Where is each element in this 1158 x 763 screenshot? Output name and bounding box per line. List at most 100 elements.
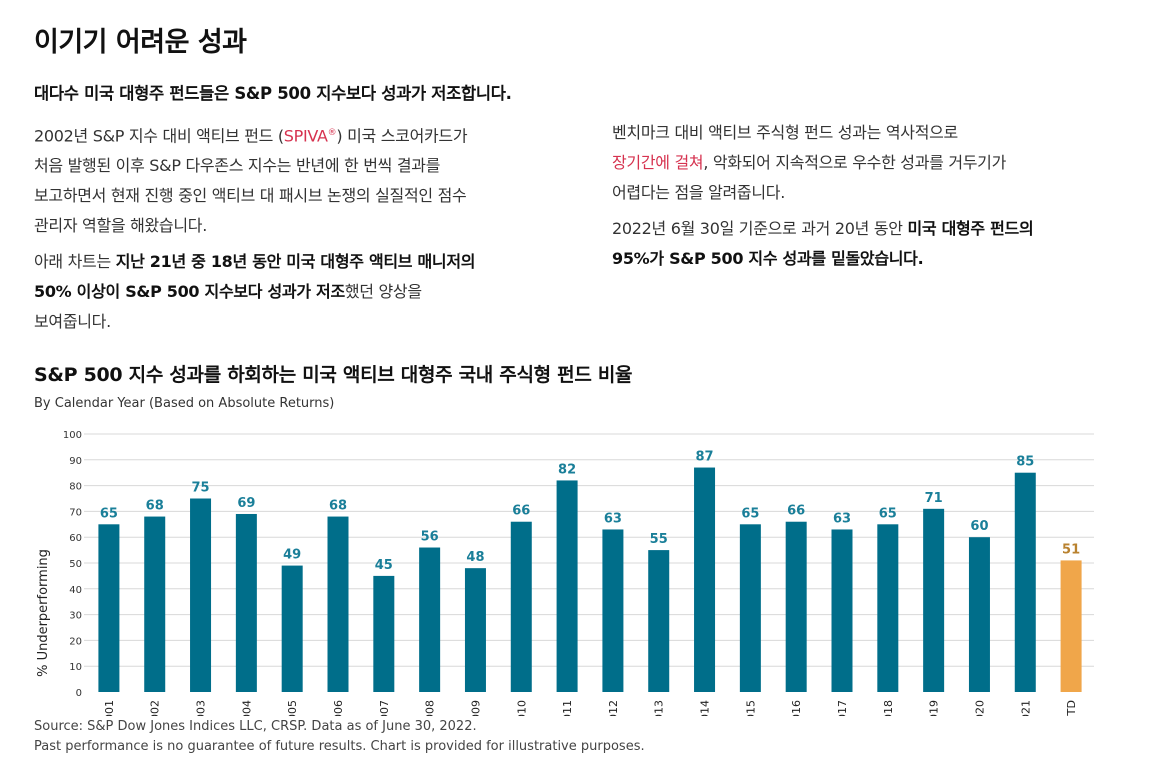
y-tick-label: 100 (63, 430, 82, 441)
data-label: 60 (970, 519, 988, 534)
chart-title: S&P 500 지수 성과를 하회하는 미국 액티브 대형주 국내 주식형 펀드… (34, 364, 633, 386)
y-tick-label: 30 (69, 611, 82, 622)
text: 아래 차트는 (34, 252, 116, 272)
bar (235, 513, 257, 692)
bar (464, 568, 486, 692)
y-tick-label: 0 (76, 688, 82, 699)
data-label: 85 (1016, 455, 1034, 470)
bar (1060, 560, 1082, 692)
data-label: 56 (421, 530, 439, 545)
chart-subtitle: By Calendar Year (Based on Absolute Retu… (34, 396, 335, 411)
y-tick-label: 60 (69, 533, 82, 544)
y-tick-label: 40 (69, 585, 82, 596)
bar (648, 550, 670, 692)
y-tick-label: 80 (69, 482, 82, 493)
data-label: 71 (925, 491, 943, 506)
text: 어렵다는 점을 알려줍니다. (612, 183, 785, 202)
x-tick-label: 2003 (195, 700, 208, 716)
x-tick-label: YTD (1065, 700, 1078, 716)
long-term-link[interactable]: 장기간에 걸쳐 (612, 153, 704, 172)
x-tick-label: 2020 (973, 700, 986, 716)
y-axis-label: % Underperforming (36, 549, 51, 677)
bar (694, 467, 716, 692)
text: ) 미국 스코어카드가 (336, 126, 468, 146)
text: 2002년 S&P 지수 대비 액티브 펀드 ( (34, 126, 284, 146)
bar (281, 565, 303, 692)
right-paragraph-1: 벤치마크 대비 액티브 주식형 펀드 성과는 역사적으로 장기간에 걸쳐, 악화… (612, 118, 1132, 208)
bar (373, 575, 395, 692)
x-tick-label: 2007 (378, 700, 391, 716)
bold-text: 지난 21년 중 18년 동안 미국 대형주 액티브 매니저의 (115, 252, 476, 272)
spiva-link[interactable]: SPIVA (283, 126, 328, 146)
x-tick-label: 2010 (515, 700, 528, 716)
bar (144, 516, 166, 692)
page-title: 이기기 어려운 성과 (34, 27, 247, 58)
data-label: 66 (512, 504, 530, 519)
text: 관리자 역할을 해왔습니다. (34, 216, 207, 236)
x-tick-label: 2016 (790, 700, 803, 716)
data-label: 87 (695, 450, 713, 465)
x-tick-label: 2002 (149, 700, 162, 716)
bar-chart: 0 10 20 30 40 50 60 70 80 90 100 % Underperforming 6… (36, 430, 1094, 716)
bold-text: 50% 이상이 S&P 500 지수보다 성과가 저조 (34, 282, 345, 302)
x-tick-label: 2008 (424, 700, 437, 716)
bar (739, 524, 761, 692)
bar (831, 529, 853, 692)
y-tick-label: 70 (69, 507, 82, 518)
x-tick-label: 2017 (836, 700, 849, 716)
bar (1014, 472, 1036, 692)
bar (327, 516, 349, 692)
source-note: Source: S&P Dow Jones Indices LLC, CRSP.… (34, 719, 477, 734)
bold-text: 미국 대형주 펀드의 (907, 219, 1034, 238)
data-label: 49 (283, 548, 301, 563)
right-text-column: 벤치마크 대비 액티브 주식형 펀드 성과는 역사적으로 장기간에 걸쳐, 악화… (612, 118, 1132, 274)
page-subtitle: 대다수 미국 대형주 펀드들은 S&P 500 지수보다 성과가 저조합니다. (34, 84, 512, 103)
x-tick-label: 2009 (469, 700, 482, 716)
text: 보여줍니다. (34, 312, 111, 332)
x-tick-label: 2004 (240, 700, 253, 716)
text: , 악화되어 지속적으로 우수한 성과를 거두기가 (703, 153, 1007, 172)
x-tick-label: 2018 (882, 700, 895, 716)
x-tick-label: 2014 (699, 700, 712, 716)
data-label: 68 (146, 499, 164, 514)
y-tick-label: 90 (69, 456, 82, 467)
data-label: 45 (375, 558, 393, 573)
data-label: 51 (1062, 542, 1080, 557)
data-label: 55 (650, 532, 668, 547)
disclaimer-note: Past performance is no guarantee of futu… (34, 739, 645, 754)
data-label: 63 (833, 511, 851, 526)
bar (877, 524, 899, 692)
bar (923, 508, 945, 692)
left-paragraph-2: 아래 차트는 지난 21년 중 18년 동안 미국 대형주 액티브 매니저의 5… (34, 247, 574, 337)
data-label: 68 (329, 499, 347, 514)
bar (98, 524, 120, 692)
bar (785, 521, 807, 692)
bar (510, 521, 532, 692)
y-tick-label: 50 (69, 559, 82, 570)
x-tick-label: 2012 (607, 700, 620, 716)
data-label: 75 (191, 481, 209, 496)
data-label: 65 (100, 506, 118, 521)
registered-mark: ® (327, 128, 337, 138)
text: 처음 발행된 이후 S&P 다우존스 지수는 반년에 한 번씩 결과를 (34, 156, 441, 176)
data-label: 65 (741, 506, 759, 521)
x-tick-label: 2021 (1019, 700, 1032, 716)
data-label: 48 (466, 550, 484, 565)
left-text-column: 2002년 S&P 지수 대비 액티브 펀드 (SPIVA®) 미국 스코어카드… (34, 118, 574, 337)
x-tick-label: 2015 (744, 700, 757, 716)
text: 보고하면서 현재 진행 중인 액티브 대 패시브 논쟁의 실질적인 점수 (34, 186, 467, 206)
text: 2022년 6월 30일 기준으로 과거 20년 동안 (612, 219, 908, 238)
right-paragraph-2: 2022년 6월 30일 기준으로 과거 20년 동안 미국 대형주 펀드의 9… (612, 214, 1132, 274)
data-label: 82 (558, 462, 576, 477)
bar (556, 480, 578, 692)
x-tick-label: 2001 (103, 700, 116, 716)
x-tick-label: 2013 (653, 700, 666, 716)
x-tick-label: 2006 (332, 700, 345, 716)
data-label: 69 (237, 496, 255, 511)
bar (190, 498, 212, 692)
bar (602, 529, 624, 692)
x-tick-label: 2019 (928, 700, 941, 716)
data-label: 63 (604, 511, 622, 526)
left-paragraph-1: 2002년 S&P 지수 대비 액티브 펀드 (SPIVA®) 미국 스코어카드… (34, 118, 574, 241)
data-label: 65 (879, 506, 897, 521)
